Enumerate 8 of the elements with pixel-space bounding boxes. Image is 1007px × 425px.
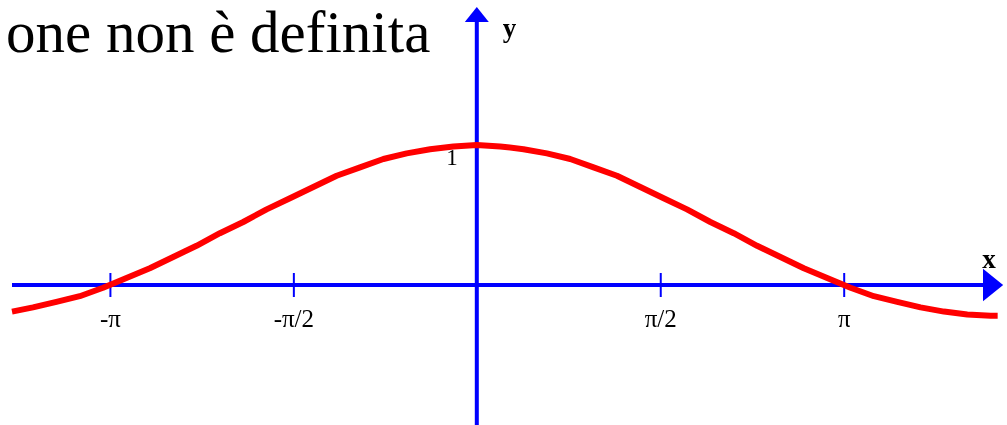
x-tick-label: -π/2 — [273, 305, 315, 332]
text: one non è definita — [6, 0, 431, 65]
x-tick-label: -π — [99, 305, 122, 332]
annotation: 1 — [446, 145, 458, 170]
x-tick-label: π/2 — [644, 305, 677, 332]
x-axis-title: x — [982, 244, 997, 274]
y-axis-title: y — [502, 13, 517, 43]
x-tick-label: π — [837, 305, 851, 332]
